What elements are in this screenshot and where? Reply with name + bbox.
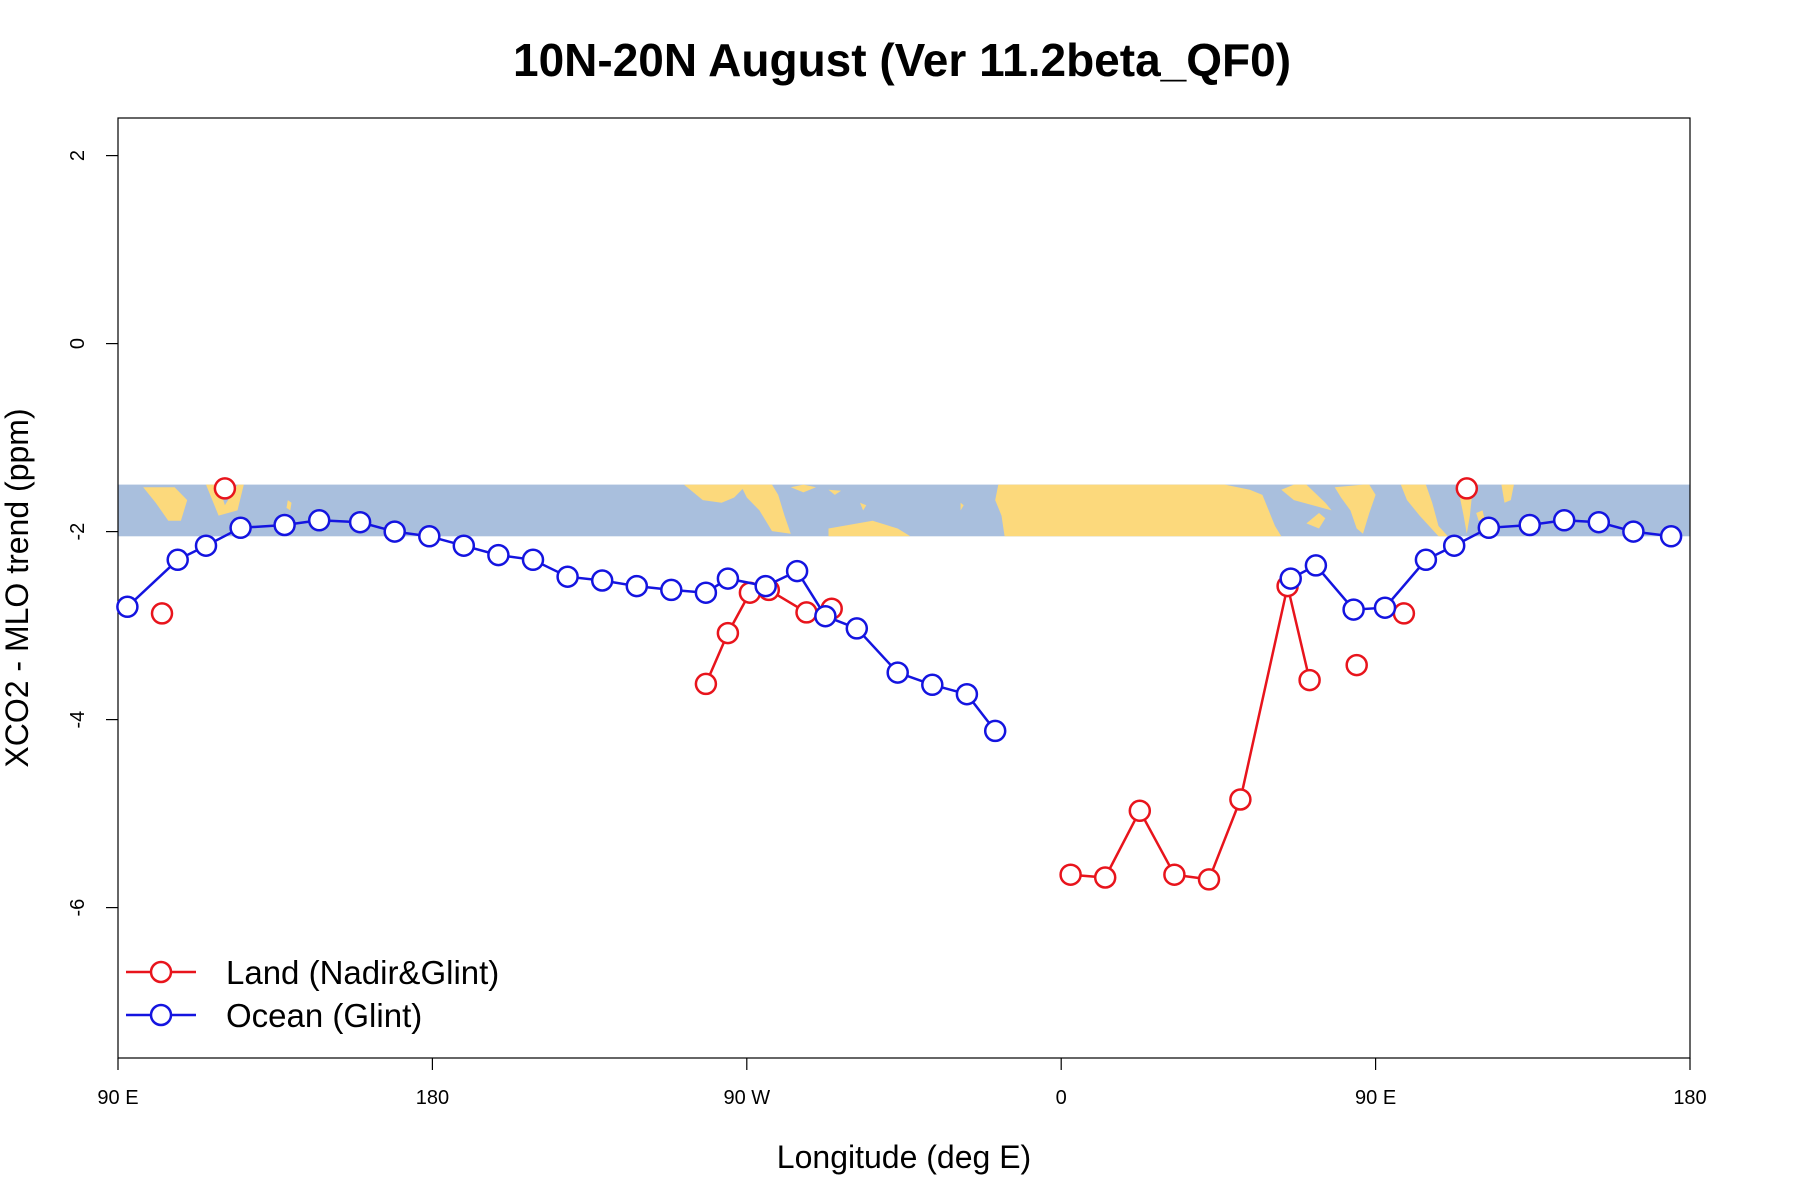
- series-1-point-0-15: [660, 578, 683, 602]
- series-1-point-1-2: [1342, 598, 1365, 621]
- series-1-point-0-14: [625, 574, 649, 598]
- series-1-point-0-11: [521, 548, 545, 572]
- x-axis-label: Longitude (deg E): [777, 1139, 1031, 1175]
- map-land-8: [828, 520, 911, 537]
- x-tick-label-3: 0: [1056, 1087, 1067, 1109]
- map-land-9: [960, 502, 964, 511]
- series-1-point-0-18: [754, 574, 777, 598]
- x-tick-label-2: 90 W: [723, 1087, 770, 1109]
- series-1-point-0-2: [194, 534, 218, 557]
- x-tick-label-4: 90 E: [1355, 1087, 1396, 1109]
- series-1-point-0-13: [590, 569, 614, 592]
- series-1-point-1-0: [1279, 567, 1302, 590]
- map-land-12: [1306, 513, 1326, 529]
- series-1-point-1-8: [1552, 509, 1576, 532]
- legend: Land (Nadir&Glint) Ocean (Glint): [126, 954, 499, 1034]
- map-land-3: [683, 484, 747, 503]
- series-1-point-0-10: [487, 543, 510, 567]
- map-land-0: [118, 487, 188, 521]
- map-land-16: [1476, 510, 1485, 521]
- map-land-5: [790, 484, 816, 493]
- series-0-point-3-7: [1298, 668, 1321, 692]
- map-land-14: [1400, 484, 1448, 537]
- map-land-7: [860, 502, 867, 511]
- series-0-point-2-4: [795, 601, 818, 624]
- legend-ocean-marker: [149, 1003, 173, 1027]
- series-0-point-2-1: [716, 621, 740, 645]
- map-land-11: [1281, 484, 1332, 511]
- series-1-point-0-5: [307, 509, 331, 532]
- series-0: [150, 477, 1479, 891]
- series-1-point-1-10: [1622, 520, 1645, 543]
- series-1-point-1-4: [1414, 548, 1438, 572]
- series-1-point-1-11: [1659, 525, 1683, 548]
- series-1-point-0-23: [921, 673, 944, 697]
- legend-land-marker: [149, 960, 173, 984]
- x-axis: 90 E 180 90 W 0 90 E 180: [97, 1058, 1707, 1109]
- series-0-line-3: [1070, 585, 1311, 881]
- y-tick-label-4: -6: [67, 899, 89, 917]
- series-1-point-0-19: [785, 559, 809, 583]
- series-1-point-0-16: [694, 581, 718, 604]
- map-land-10: [995, 484, 1282, 537]
- map-land-13: [1334, 484, 1376, 534]
- series-1-point-1-5: [1442, 534, 1466, 557]
- series-0-point-3-5: [1229, 788, 1252, 811]
- series-0-point-6-0: [1455, 477, 1479, 500]
- series-0-point-3-2: [1128, 799, 1152, 823]
- legend-ocean-label: Ocean (Glint): [226, 997, 422, 1034]
- series-1-point-1-1: [1304, 554, 1328, 577]
- y-tick-label-3: -4: [67, 711, 89, 729]
- map-land-2: [286, 500, 292, 511]
- map-land-6: [828, 489, 842, 495]
- series-0-point-3-3: [1163, 863, 1186, 886]
- series-1-point-1-3: [1373, 596, 1397, 619]
- series-1-point-0-3: [229, 516, 252, 540]
- series-1-point-0-20: [814, 604, 837, 628]
- series-1-point-0-12: [556, 565, 579, 588]
- y-axis: 2 0 -2 -4 -6: [67, 150, 118, 916]
- series-1-point-0-21: [845, 617, 869, 640]
- series-1-point-0-9: [452, 534, 476, 557]
- series-1-point-0-7: [383, 520, 406, 543]
- series-1-point-0-8: [418, 525, 441, 548]
- legend-land-label: Land (Nadir&Glint): [226, 954, 499, 991]
- series-1-point-0-0: [116, 595, 139, 619]
- series-1-point-0-22: [886, 661, 909, 684]
- x-tick-label-5: 180: [1673, 1087, 1706, 1109]
- series-layer: [116, 477, 1683, 891]
- series-0-point-4-0: [1345, 653, 1368, 677]
- series-1-point-0-17: [716, 567, 740, 590]
- series-0-point-1-0: [213, 477, 237, 500]
- x-tick-label-1: 180: [416, 1087, 449, 1109]
- series-1-point-0-4: [273, 513, 296, 537]
- y-tick-label-0: 2: [67, 150, 89, 161]
- series-1-point-1-7: [1518, 513, 1541, 537]
- map-land-17: [1501, 484, 1514, 503]
- y-tick-label-2: -2: [67, 523, 89, 541]
- series-1-point-0-25: [983, 719, 1007, 743]
- series-0-point-3-1: [1093, 866, 1117, 889]
- map-land-4: [740, 484, 791, 534]
- series-1-point-0-6: [348, 510, 372, 534]
- series-0-point-3-4: [1197, 868, 1221, 891]
- y-tick-label-1: 0: [67, 338, 89, 349]
- series-0-point-0-0: [150, 602, 174, 625]
- chart-title: 10N-20N August (Ver 11.2beta_QF0): [513, 34, 1291, 86]
- series-1-point-1-6: [1477, 516, 1501, 540]
- plot-frame: [117, 117, 1691, 1059]
- series-0-point-5-0: [1392, 602, 1416, 625]
- series-1: [116, 509, 1683, 743]
- y-axis-label: XCO2 - MLO trend (ppm): [0, 408, 35, 767]
- series-0-point-2-0: [694, 672, 718, 696]
- x-tick-label-0: 90 E: [97, 1087, 138, 1109]
- series-1-point-1-9: [1587, 510, 1611, 534]
- series-1-point-0-1: [166, 548, 189, 572]
- series-0-point-3-0: [1059, 863, 1082, 886]
- series-1-point-0-24: [955, 682, 979, 706]
